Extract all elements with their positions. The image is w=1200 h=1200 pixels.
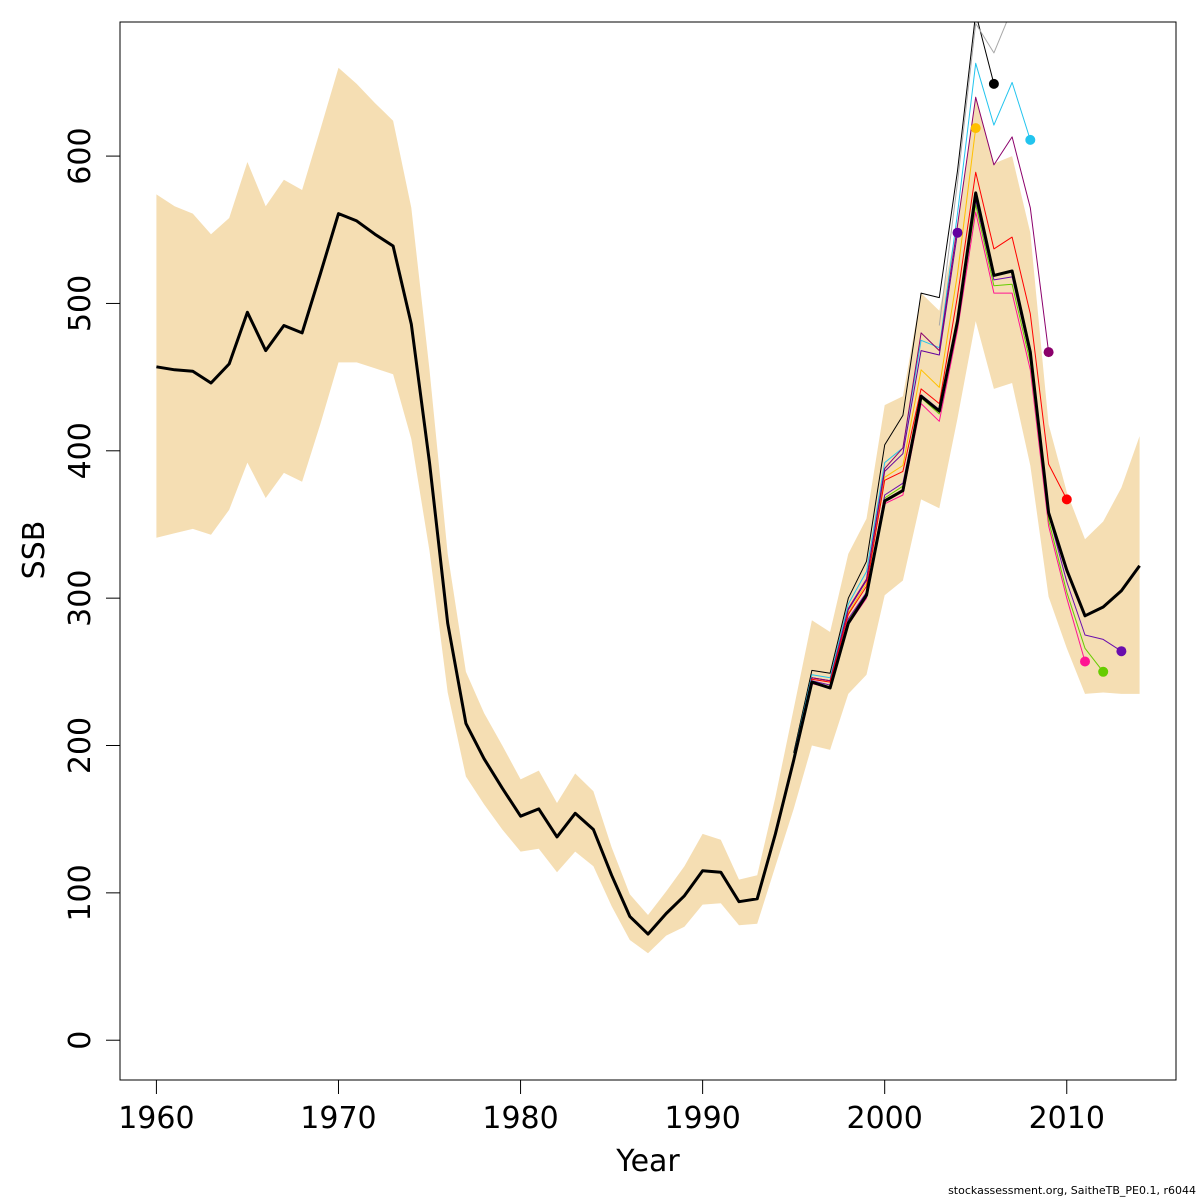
series-end-point-5 (952, 227, 963, 238)
series-line-retro-7 (793, 171, 1068, 761)
series-end-point-7 (1061, 494, 1072, 505)
series-line-retro-3 (793, 62, 1031, 756)
x-tick-label: 2010 (1029, 1101, 1105, 1136)
y-tick-label: 200 (63, 717, 98, 774)
series-end-point-6 (1043, 347, 1054, 358)
y-tick-label: 0 (63, 1031, 98, 1050)
x-tick-label: 1980 (482, 1101, 558, 1136)
x-tick-label: 1960 (118, 1101, 194, 1136)
series-end-point-1 (988, 78, 999, 89)
footer-credit: stockassessment.org, SaitheTB_PE0.1, r60… (948, 1184, 1196, 1197)
y-tick-label: 300 (63, 570, 98, 627)
y-tick-label: 600 (63, 127, 98, 184)
series-end-point-10 (1116, 646, 1127, 657)
series-line-retro-1 (793, 22, 995, 754)
x-tick-label: 1970 (300, 1101, 376, 1136)
x-tick-label: 1990 (664, 1101, 740, 1136)
confidence-band (156, 67, 1140, 954)
confidence-band-layer (156, 67, 1140, 954)
series-end-point-8 (1080, 656, 1090, 667)
series-end-point-3 (1025, 134, 1036, 145)
x-tick-label: 2000 (847, 1101, 923, 1136)
series-end-point-9 (1098, 666, 1109, 677)
y-axis: 0 100 200 300 400 500 600 (63, 127, 121, 1050)
series-end-point-4 (970, 123, 981, 134)
series-layer (156, 22, 1141, 936)
x-axis: 1960 1970 1980 1990 2000 2010 (118, 1079, 1105, 1136)
y-axis-title: SSB (17, 521, 52, 580)
series-line-main (156, 191, 1141, 936)
series-line-retro-6 (793, 96, 1050, 759)
x-axis-title: Year (615, 1144, 680, 1179)
y-tick-label: 100 (63, 864, 98, 921)
series-line-retro-2 (938, 22, 1008, 326)
y-tick-label: 500 (63, 275, 98, 332)
y-tick-label: 400 (63, 422, 98, 479)
